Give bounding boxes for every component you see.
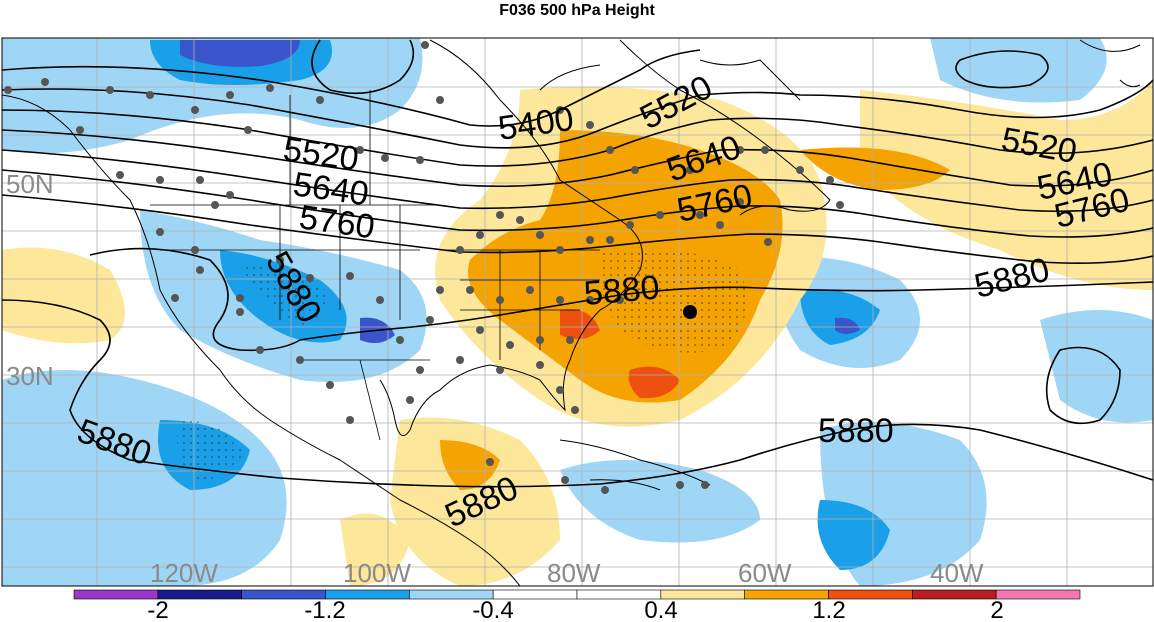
colorbar-label: 1.2 [812, 597, 845, 622]
colorbar-labels: -2 -1.2 -0.4 0.4 1.2 2 [147, 597, 1003, 622]
colorbar-box [995, 589, 1081, 600]
colorbar-box [912, 589, 997, 600]
highlight-marker [683, 305, 697, 319]
lat-label: 50N [6, 169, 54, 199]
colorbar-label: 2 [990, 597, 1003, 622]
lon-label: 60W [738, 558, 792, 588]
colorbar-label: 0.4 [644, 597, 677, 622]
colorbar-boxes [73, 589, 1081, 600]
colorbar-label: -0.4 [472, 597, 513, 622]
colorbar-box [157, 589, 242, 600]
lat-label: 30N [6, 361, 54, 391]
colorbar-label: -1.2 [304, 597, 345, 622]
colorbar: -2 -1.2 -0.4 0.4 1.2 2 [73, 589, 1081, 622]
map-panel: 5400 5520 5640 5760 5880 5520 5640 5760 … [2, 38, 1153, 588]
graticule-labels: 50N 30N 120W 100W 80W 60W 40W [6, 169, 984, 588]
contour-label: 5880 [818, 412, 894, 450]
lat-lon-grid [2, 38, 1153, 586]
political-borders [150, 90, 600, 441]
contour-label: 5880 [582, 269, 661, 313]
lon-label: 120W [150, 558, 218, 588]
map-title: F036 500 hPa Height [499, 2, 655, 19]
lon-label: 100W [343, 558, 411, 588]
lon-label: 40W [930, 558, 984, 588]
colorbar-box [73, 589, 159, 600]
map-frame [1, 37, 1154, 587]
lon-label: 80W [547, 558, 601, 588]
station-markers [4, 41, 844, 494]
colorbar-label: -2 [147, 597, 168, 622]
coastlines [2, 39, 1141, 586]
